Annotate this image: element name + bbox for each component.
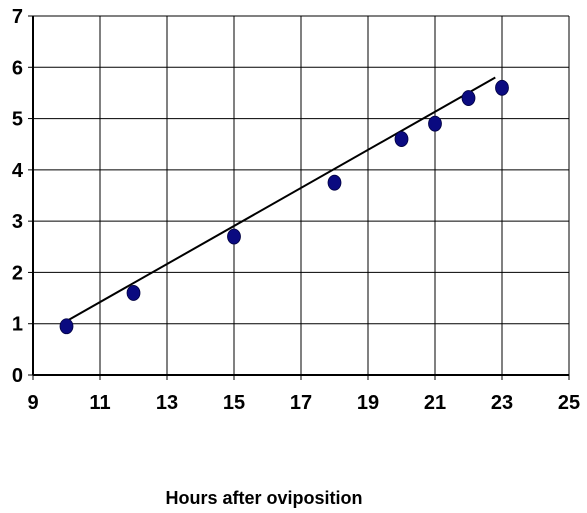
- y-tick-label-3: 3: [12, 211, 23, 233]
- data-point: [328, 175, 341, 190]
- x-tick-label-15: 15: [223, 392, 245, 414]
- data-point: [60, 319, 73, 334]
- grid: [33, 16, 569, 375]
- trendline: [67, 78, 496, 322]
- data-point: [429, 116, 442, 131]
- x-tick-label-13: 13: [156, 392, 178, 414]
- data-point: [395, 132, 408, 147]
- y-tick-labels: 0 1 2 3 4 5 6 7: [12, 6, 24, 387]
- x-axis-title: Hours after oviposition: [165, 488, 362, 508]
- x-tick-label-17: 17: [290, 392, 312, 414]
- trendline-group: [67, 78, 496, 322]
- x-tick-labels: 9 11 13 15 17 19 21 23 25: [27, 392, 580, 414]
- data-point: [127, 285, 140, 300]
- data-point: [228, 229, 241, 244]
- x-tick-label-25: 25: [558, 392, 580, 414]
- x-tick-label-21: 21: [424, 392, 446, 414]
- y-tick-label-2: 2: [12, 262, 23, 284]
- x-tick-label-23: 23: [491, 392, 513, 414]
- x-tick-label-19: 19: [357, 392, 379, 414]
- data-point: [496, 80, 509, 95]
- x-tick-label-11: 11: [89, 392, 110, 414]
- y-tick-label-0: 0: [12, 365, 23, 387]
- y-tick-label-4: 4: [12, 160, 24, 182]
- y-tick-label-5: 5: [12, 109, 23, 131]
- x-tick-label-9: 9: [27, 392, 38, 414]
- y-tick-label-1: 1: [12, 314, 23, 336]
- data-point: [462, 91, 475, 106]
- y-tick-label-6: 6: [12, 57, 23, 79]
- axes: [28, 16, 569, 380]
- y-tick-label-7: 7: [12, 6, 23, 28]
